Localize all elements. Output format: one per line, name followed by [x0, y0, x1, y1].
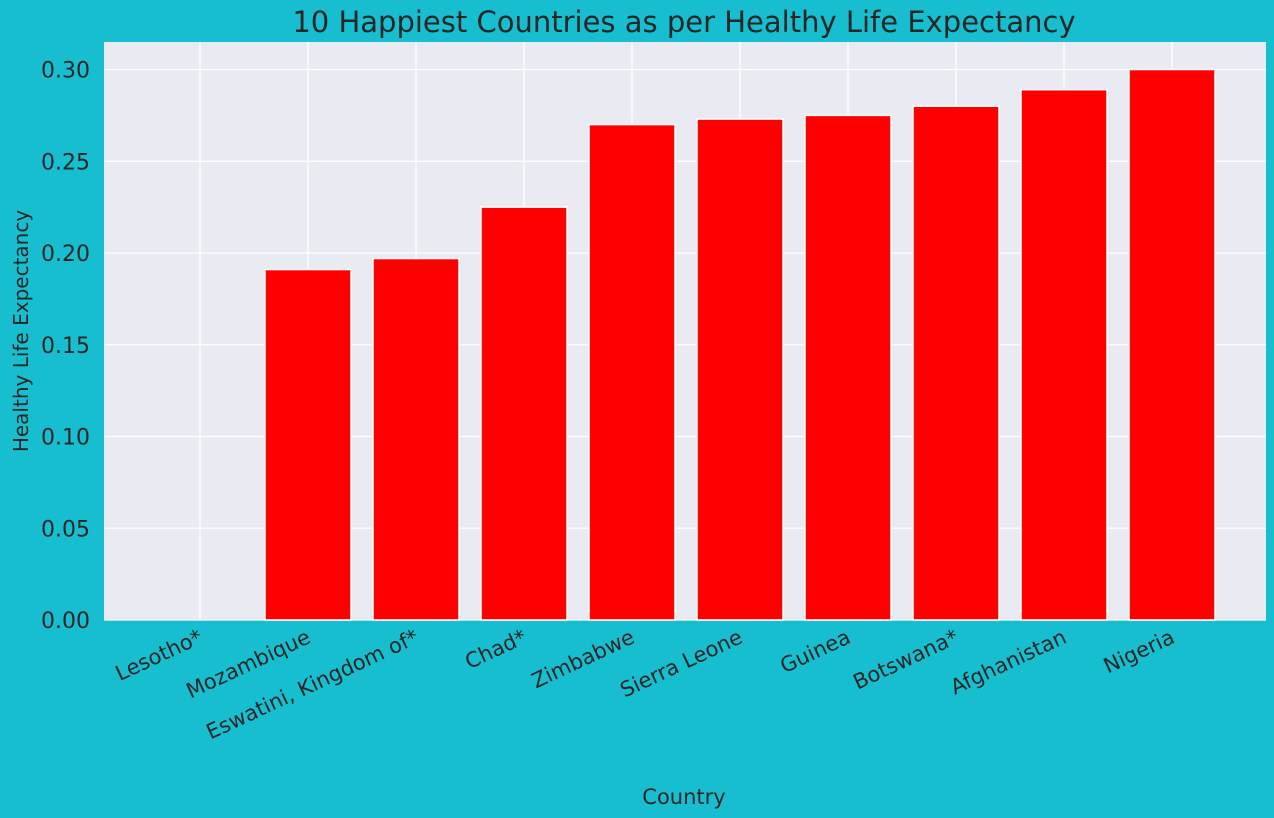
y-tick-label: 0.00	[41, 609, 90, 634]
y-tick-label: 0.20	[41, 242, 90, 267]
bar	[696, 118, 784, 621]
y-tick-labels: 0.00 0.05 0.10 0.15 0.20 0.25 0.30	[41, 59, 90, 634]
y-axis-label: Healthy Life Expectancy	[9, 210, 33, 453]
bar	[264, 268, 352, 621]
bar	[372, 257, 460, 621]
y-tick-label: 0.05	[41, 517, 90, 542]
bar	[480, 206, 568, 621]
bar	[1128, 68, 1216, 621]
bar	[912, 105, 1000, 621]
y-tick-label: 0.10	[41, 426, 90, 451]
y-tick-label: 0.30	[41, 59, 90, 84]
chart-title: 10 Happiest Countries as per Healthy Lif…	[292, 5, 1075, 39]
bar	[804, 114, 892, 621]
bars	[264, 68, 1216, 621]
bar	[588, 123, 676, 621]
x-axis-label: Country	[642, 785, 725, 809]
y-tick-label: 0.25	[41, 150, 90, 175]
bar	[1020, 88, 1108, 621]
y-tick-label: 0.15	[41, 334, 90, 359]
